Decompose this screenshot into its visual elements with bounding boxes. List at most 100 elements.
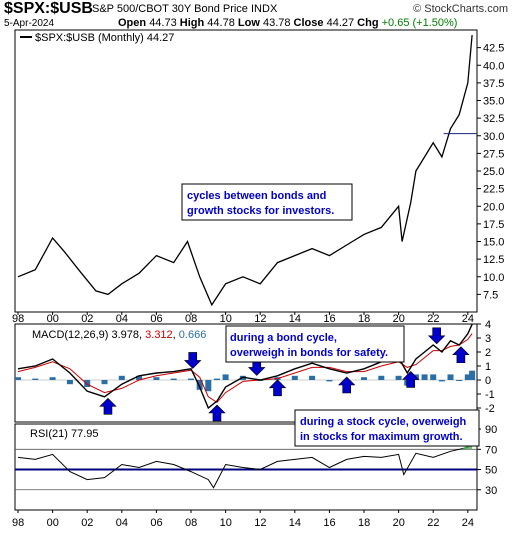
macd-ytick-label: -1 [485, 389, 495, 401]
macd-histogram-bar [222, 374, 229, 380]
x-tick-label-bottom: 24 [462, 517, 474, 529]
price-ytick-label: 17.5 [483, 219, 504, 231]
x-tick-label-top: 00 [47, 313, 59, 325]
price-ytick-label: 15.0 [483, 237, 504, 249]
price-ytick-label: 35.0 [483, 96, 504, 108]
price-ytick-label: 10.0 [483, 272, 504, 284]
x-tick-label-top: 14 [289, 313, 301, 325]
macd-legend-name: MACD(12,26,9) [32, 329, 108, 341]
x-tick-label-bottom: 20 [393, 517, 405, 529]
x-tick-label-top: 24 [462, 313, 474, 325]
x-tick-label-top: 16 [323, 313, 335, 325]
svg-text:MACD(12,26,9) 3.978, 3.312, 0.: MACD(12,26,9) 3.978, 3.312, 0.666 [32, 329, 206, 341]
rsi-layer: 30 50 70 90 [15, 424, 497, 497]
x-tick-label-bottom: 00 [47, 517, 59, 529]
macd-up-arrow [99, 397, 117, 415]
x-tick-label-bottom: 22 [427, 517, 439, 529]
macd-histogram-bar [205, 380, 212, 392]
rsi-ytick-label: 90 [485, 424, 497, 436]
rsi-ytick-label: 30 [485, 485, 497, 497]
macd-histogram-bar [430, 374, 437, 380]
macd-up-arrow [337, 376, 356, 394]
macd-histogram-bar [136, 375, 143, 380]
price-legend: $SPX:$USB (Monthly) 44.27 [20, 32, 174, 44]
x-tick-label-bottom: 14 [289, 517, 301, 529]
macd-histogram-bar [84, 380, 91, 387]
price-panel-frame [14, 29, 478, 313]
macd-histogram-bar [49, 377, 56, 380]
price-ytick-label: 30.0 [483, 131, 504, 143]
x-tick-label-top: 12 [254, 313, 266, 325]
macd-histogram-bar [291, 375, 298, 380]
x-tick-label-top: 98 [12, 313, 24, 325]
x-tick-label-top: 20 [393, 313, 405, 325]
x-tick-label-top: 02 [81, 313, 93, 325]
macd-histogram-bar [447, 374, 454, 380]
rsi-panel-frame [14, 423, 478, 511]
macd-up-arrow [401, 370, 420, 388]
symbol-title: $SPX:$USB [4, 0, 93, 17]
price-ytick-label: 20.0 [483, 201, 504, 213]
price-ytick-label: 25.0 [483, 166, 504, 178]
macd-up-arrow [208, 404, 226, 422]
macd-legend-hist: 0.666 [179, 329, 207, 341]
price-ytick-label: 7.5 [483, 289, 498, 301]
rsi-legend-value: 77.95 [71, 428, 99, 440]
x-tick-label-top: 04 [116, 313, 128, 325]
annotation-stock: during a stock cycle, overweigh in stock… [294, 409, 480, 447]
macd-histogram-bar [15, 377, 21, 380]
x-tick-label-top: 10 [220, 313, 232, 325]
annotation-top-line2: growth stocks for investors. [187, 205, 334, 217]
macd-panel-frame [14, 323, 478, 423]
macd-line [17, 324, 473, 410]
x-tick-label-top: 18 [358, 313, 370, 325]
price-ytick-label: 27.5 [483, 148, 504, 160]
rsi-ytick-label: 50 [485, 465, 497, 477]
macd-histogram-bar [421, 374, 428, 380]
x-tick-label-bottom: 06 [150, 517, 162, 529]
macd-histogram-bar [361, 377, 368, 380]
price-ytick-label: 22.5 [483, 184, 504, 196]
x-tick-label-top: 22 [427, 313, 439, 325]
x-axis-layer: 98 98 00 00 02 02 04 04 06 06 08 08 10 10 12 12 14 14 16 16… [12, 312, 474, 529]
macd-ytick-label: 4 [485, 319, 491, 331]
x-tick-label-bottom: 10 [220, 517, 232, 529]
x-tick-label-bottom: 18 [358, 517, 370, 529]
macd-up-arrow [268, 379, 287, 397]
x-tick-label-bottom: 08 [185, 517, 197, 529]
annotation-stock-line1: during a stock cycle, overweigh [300, 416, 467, 428]
annotation-stock-line2: in stocks for maximum growth. [300, 431, 463, 443]
macd-legend: MACD(12,26,9) 3.978, 3.312, 0.666 [32, 329, 206, 341]
x-tick-label-bottom: 04 [116, 517, 128, 529]
macd-histogram-bar [464, 374, 471, 380]
macd-histogram-bar [196, 380, 203, 390]
macd-legend-signal: 3.312 [145, 329, 173, 341]
rsi-ytick-label: 70 [485, 444, 497, 456]
price-ytick-label: 12.5 [483, 254, 504, 266]
svg-text:RSI(21) 77.95: RSI(21) 77.95 [30, 428, 99, 440]
brand-logo: © StockCharts.com [413, 3, 508, 15]
rsi-legend-name: RSI(21) [30, 428, 68, 440]
x-tick-label-bottom: 16 [323, 517, 335, 529]
x-tick-label-bottom: 98 [12, 517, 24, 529]
price-series-line [17, 35, 473, 307]
macd-histogram-bar [101, 380, 108, 385]
symbol-description: S&P 500/CBOT 30Y Bond Price INDX [92, 3, 278, 15]
ohlc-summary: Open 44.73 High 44.78 Low 43.78 Close 44… [118, 17, 458, 29]
macd-histogram-bar [153, 377, 160, 380]
macd-histogram-bar [438, 380, 445, 382]
macd-histogram-bar [469, 370, 476, 380]
annotation-top: cycles between bonds and growth stocks f… [181, 183, 353, 221]
macd-histogram-bar [326, 380, 333, 382]
x-tick-label-bottom: 02 [81, 517, 93, 529]
macd-histogram-bar [309, 375, 316, 380]
macd-histogram-bar [378, 375, 385, 380]
rsi-series-line [17, 441, 473, 489]
macd-ytick-label: 0 [485, 375, 491, 387]
macd-histogram-bar [32, 378, 39, 380]
macd-ytick-label: 1 [485, 361, 491, 373]
macd-legend-value: 3.978 [111, 329, 139, 341]
macd-ytick-label: -2 [485, 403, 495, 415]
price-layer: 7.5 10.0 12.5 15.0 17.5 20.0 22.5 25.0 27.5 30.0 3… [17, 35, 504, 307]
